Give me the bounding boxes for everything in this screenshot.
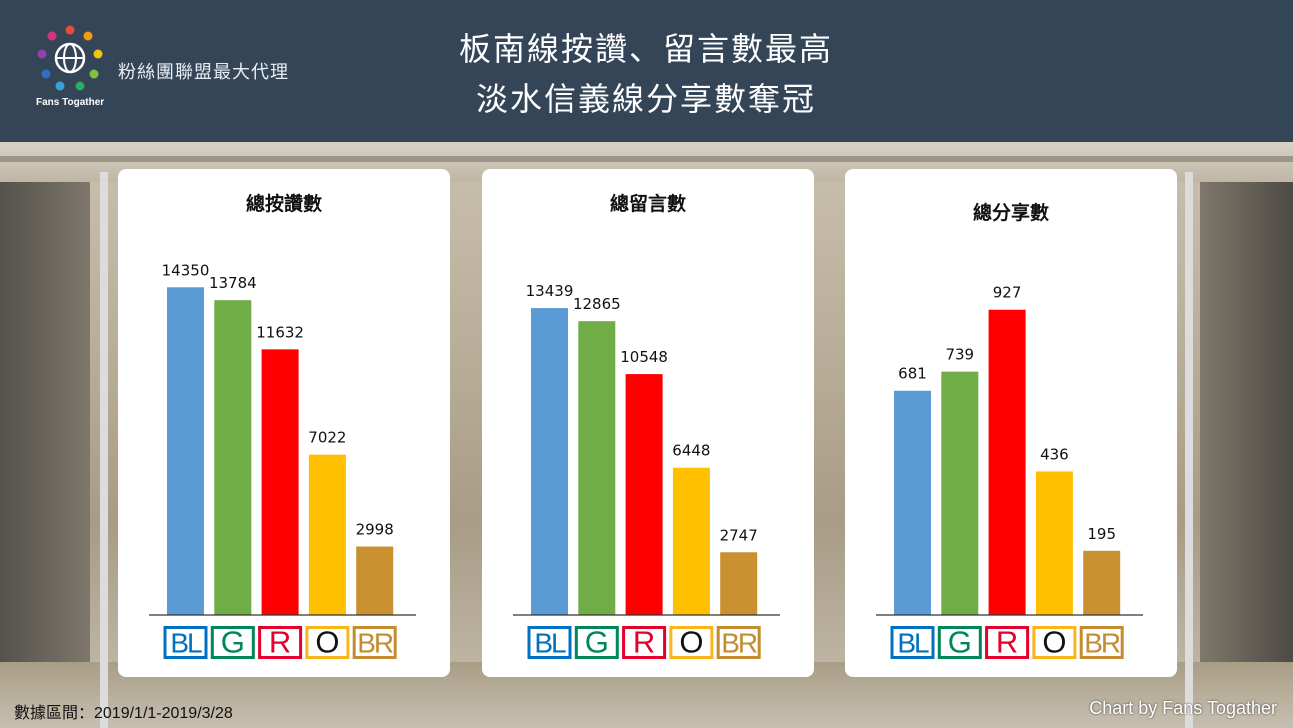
title-line-2: 淡水信義線分享數奪冠 — [475, 80, 816, 118]
tick-label-g: G — [948, 625, 972, 660]
data-label-g: 12865 — [573, 295, 621, 313]
tick-label-r: R — [269, 625, 291, 660]
bar-o — [672, 467, 710, 615]
bar-r — [625, 374, 663, 615]
title-line-1: 板南線按讚、留言數最高 — [458, 30, 833, 68]
bar-o — [1035, 471, 1073, 615]
data-label-br: 2747 — [720, 526, 758, 544]
bar-r — [261, 349, 299, 615]
line-badge-inner-g — [213, 629, 252, 656]
chart-card-comments: 總留言數 13439 BL 12865 G 10548 R 6448 O 2747 BR — [482, 169, 814, 677]
data-label-bl: 681 — [898, 365, 927, 383]
line-badge-inner-o — [308, 629, 347, 656]
line-badge-inner-r — [261, 629, 300, 656]
line-badge-inner-bl — [166, 629, 205, 656]
tick-label-o: O — [1042, 625, 1066, 660]
tick-label-r: R — [633, 625, 655, 660]
tick-label-br: BR — [1084, 628, 1120, 659]
data-label-br: 2998 — [356, 521, 394, 539]
bar-g — [578, 321, 616, 615]
line-badge-inner-bl — [893, 629, 932, 656]
tick-label-g: G — [221, 625, 245, 660]
tick-label-br: BR — [721, 628, 757, 659]
line-badge-inner-g — [940, 629, 979, 656]
fans-togather-logo-icon — [37, 25, 103, 91]
bar-bl — [894, 390, 931, 615]
chart-title-likes: 總按讚數 — [245, 193, 322, 215]
tick-label-bl: BL — [534, 628, 566, 659]
header-banner: Fans Togather 粉絲團聯盟最大代理 板南線按讚、留言數最高 淡水信義… — [0, 0, 1293, 142]
data-label-o: 7022 — [308, 429, 346, 447]
line-badge-inner-br — [719, 629, 758, 656]
data-label-bl: 14350 — [162, 261, 210, 279]
line-badge-inner-br — [355, 629, 394, 656]
data-label-g: 13784 — [209, 274, 257, 292]
tick-label-bl: BL — [170, 628, 202, 659]
chart-title-shares: 總分享數 — [972, 202, 1049, 224]
line-badge-inner-g — [577, 629, 616, 656]
data-label-r: 10548 — [620, 348, 668, 366]
line-badge-inner-bl — [530, 629, 569, 656]
bar-bl — [167, 287, 204, 615]
chart-title-comments: 總留言數 — [609, 193, 686, 215]
line-badge-inner-br — [1082, 629, 1121, 656]
tick-label-br: BR — [357, 628, 393, 659]
page-title: 板南線按讚、留言數最高 淡水信義線分享數奪冠 — [346, 24, 946, 124]
tick-label-o: O — [679, 625, 703, 660]
bar-br — [356, 546, 394, 615]
bar-br — [1083, 550, 1121, 615]
tick-label-bl: BL — [897, 628, 929, 659]
bar-r — [988, 309, 1026, 615]
bar-g — [941, 371, 979, 615]
line-badge-inner-o — [1035, 629, 1074, 656]
bar-chart-shares: 681 BL 739 G 927 R 436 O 195 BR — [876, 284, 1143, 660]
data-label-r: 11632 — [256, 323, 304, 341]
data-label-o: 436 — [1040, 445, 1069, 463]
chart-card-likes: 總按讚數 14350 BL 13784 G 11632 R 7022 O 2998 BR — [118, 169, 450, 677]
tick-label-r: R — [996, 625, 1018, 660]
line-badge-inner-r — [625, 629, 664, 656]
date-range: 數據區間：2019/1/1-2019/3/28 — [14, 705, 233, 722]
bar-g — [214, 300, 252, 615]
bar-o — [308, 454, 346, 615]
bar-br — [720, 552, 758, 615]
chart-card-shares: 總分享數 681 BL 739 G 927 R 436 O 195 BR — [845, 169, 1177, 677]
line-badge-inner-r — [988, 629, 1027, 656]
line-badge-inner-o — [672, 629, 711, 656]
org-name: 粉絲團聯盟最大代理 — [118, 62, 289, 83]
tick-label-o: O — [315, 625, 339, 660]
bar-chart-comments: 13439 BL 12865 G 10548 R 6448 O 2747 BR — [513, 282, 780, 660]
chart-credit: Chart by Fans Togather — [1089, 698, 1277, 718]
bar-bl — [531, 308, 568, 615]
logo-text: Fans Togather — [36, 97, 105, 108]
data-label-bl: 13439 — [526, 282, 574, 300]
data-label-g: 739 — [945, 346, 974, 364]
data-label-br: 195 — [1087, 525, 1116, 543]
bar-chart-likes: 14350 BL 13784 G 11632 R 7022 O 2998 BR — [149, 261, 416, 660]
data-label-r: 927 — [993, 284, 1022, 302]
data-label-o: 6448 — [672, 442, 710, 460]
tick-label-g: G — [585, 625, 609, 660]
